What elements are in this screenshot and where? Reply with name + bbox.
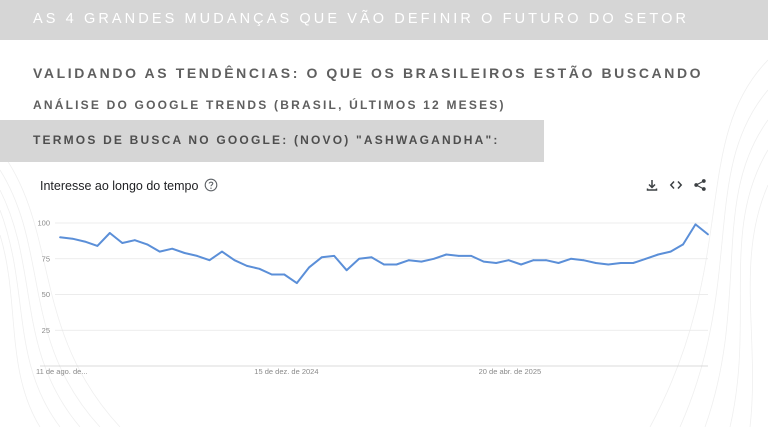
- banner-title: AS 4 GRANDES MUDANÇAS QUE VÃO DEFINIR O …: [33, 11, 690, 27]
- data-point: [283, 273, 286, 276]
- data-point: [495, 262, 498, 264]
- data-point: [59, 236, 61, 239]
- data-point: [657, 253, 660, 256]
- data-point: [84, 240, 86, 243]
- data-point: [594, 262, 597, 264]
- data-point: [121, 242, 124, 244]
- data-point: [682, 243, 684, 246]
- data-point: [470, 254, 473, 257]
- search-term-label: TERMOS DE BUSCA NO GOOGLE: (NOVO) "ASHWA…: [33, 133, 500, 147]
- y-tick-label: 75: [42, 254, 50, 263]
- data-point: [320, 256, 323, 259]
- search-term-banner: TERMOS DE BUSCA NO GOOGLE: (NOVO) "ASHWA…: [0, 120, 544, 162]
- data-point: [694, 223, 697, 226]
- data-point: [246, 265, 248, 267]
- data-point: [71, 237, 74, 240]
- x-tick-label: 11 de ago. de...: [36, 367, 88, 376]
- data-point: [96, 244, 99, 247]
- y-tick-label: 100: [37, 219, 50, 228]
- share-icon[interactable]: [693, 178, 707, 192]
- data-point: [208, 259, 211, 262]
- data-point: [133, 239, 136, 242]
- data-point: [370, 256, 373, 259]
- x-tick-label: 20 de abr. de 2025: [479, 367, 542, 376]
- data-point: [146, 243, 149, 246]
- data-point: [457, 254, 460, 257]
- data-point: [619, 262, 622, 264]
- data-point: [669, 250, 672, 253]
- data-point: [632, 262, 635, 264]
- y-tick-label: 25: [42, 326, 50, 335]
- x-tick-label: 15 de dez. de 2024: [254, 367, 318, 376]
- data-point: [582, 259, 585, 262]
- help-circle-icon[interactable]: [204, 178, 218, 192]
- data-point: [507, 259, 510, 262]
- data-point: [482, 260, 485, 263]
- data-point: [607, 263, 610, 266]
- data-point: [158, 250, 161, 253]
- data-point: [345, 269, 348, 272]
- data-point: [270, 273, 273, 276]
- data-point: [308, 266, 311, 269]
- data-point: [532, 259, 535, 262]
- data-point: [644, 257, 647, 260]
- data-point: [183, 252, 186, 254]
- data-point: [408, 259, 410, 262]
- data-point: [171, 247, 174, 250]
- data-point: [520, 263, 522, 266]
- data-point: [432, 257, 435, 260]
- data-point: [295, 282, 298, 284]
- data-point: [570, 257, 572, 260]
- data-point: [108, 232, 111, 234]
- embed-code-icon[interactable]: [669, 178, 683, 192]
- top-banner: AS 4 GRANDES MUDANÇAS QUE VÃO DEFINIR O …: [0, 0, 768, 40]
- data-point: [358, 257, 360, 260]
- y-tick-label: 50: [42, 290, 50, 299]
- section-title: VALIDANDO AS TENDÊNCIAS: O QUE OS BRASIL…: [33, 65, 704, 81]
- data-point: [233, 259, 236, 262]
- data-point: [420, 260, 423, 263]
- data-point: [545, 259, 547, 262]
- download-icon[interactable]: [645, 178, 659, 192]
- interest-over-time-chart: 25 50 75 100 11 de ago. de... 15 de dez. de …: [36, 219, 709, 376]
- data-point: [445, 253, 448, 256]
- series-line: [59, 223, 709, 285]
- data-point: [395, 263, 398, 266]
- data-point: [258, 267, 261, 270]
- data-point: [383, 263, 385, 266]
- data-point: [707, 233, 709, 236]
- data-point: [333, 254, 336, 257]
- data-point: [557, 262, 560, 264]
- section-subtitle: ANÁLISE DO GOOGLE TRENDS (BRASIL, ÚLTIMO…: [33, 98, 506, 112]
- widget-title: Interesse ao longo do tempo: [40, 179, 199, 193]
- data-point: [221, 250, 223, 253]
- data-point: [196, 254, 198, 257]
